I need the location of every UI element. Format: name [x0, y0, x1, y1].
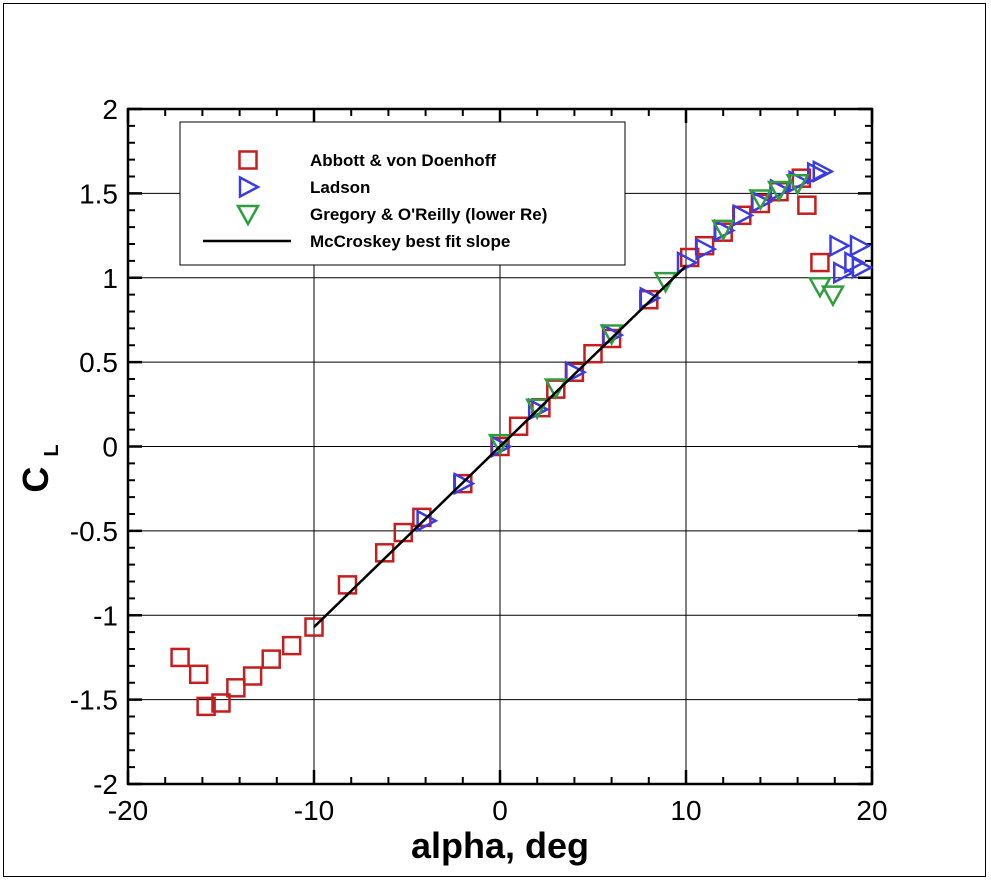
y-tick-label: -1.5 [70, 685, 118, 716]
data-point [196, 696, 216, 717]
data-point [812, 159, 835, 184]
data-point [797, 195, 817, 215]
data-point [416, 509, 439, 533]
legend-label: Ladson [310, 178, 370, 197]
data-point [211, 693, 231, 713]
axis-ticks: -20 -10 0 10 20 -2 -1.5 -1 -0.5 0 0.5 1 1.5 2 [70, 94, 888, 826]
y-axis-label-main: C [15, 467, 56, 493]
legend-swatch [235, 204, 261, 227]
data-point [810, 252, 830, 273]
y-tick-label: 1.5 [79, 178, 118, 209]
x-tick-label: 0 [492, 795, 508, 826]
x-tick-label: -10 [294, 795, 334, 826]
data-point [261, 649, 281, 669]
data-point [188, 664, 209, 685]
data-point [337, 575, 358, 595]
data-point [170, 647, 190, 668]
data-point [766, 180, 792, 203]
data-point [732, 203, 755, 227]
data-point [565, 360, 588, 384]
data-point [453, 472, 476, 496]
data-point [374, 543, 395, 563]
series-4 [313, 265, 687, 628]
fit-line [313, 265, 687, 628]
data-point [304, 617, 324, 637]
y-tick-label: 0.5 [79, 347, 118, 378]
data-point [543, 378, 568, 401]
data-point [711, 219, 736, 242]
data-point [525, 398, 550, 421]
legend: Abbott & von Doenhoff Ladson Gregory & O'R… [179, 121, 626, 266]
y-tick-label: -0.5 [70, 516, 118, 547]
legend-swatch [238, 175, 261, 199]
data-point [508, 416, 529, 436]
x-tick-label: 20 [856, 795, 887, 826]
legend-label: Abbott & von Doenhoff [310, 151, 496, 170]
x-tick-label: 10 [670, 795, 701, 826]
legend-item: Abbott & von Doenhoff [238, 150, 496, 170]
data-point [653, 271, 678, 294]
y-tick-label: 0 [102, 432, 118, 463]
y-axis-label-subscript: L [41, 444, 63, 456]
legend-item: McCroskey best fit slope [203, 232, 510, 251]
data-point [849, 234, 872, 258]
data-point [676, 250, 699, 275]
legend-label: McCroskey best fit slope [310, 232, 510, 251]
y-axis-label: C L [15, 444, 63, 492]
data-point [829, 234, 852, 258]
data-point [393, 522, 414, 543]
data-series [170, 159, 874, 717]
y-tick-label: -1 [93, 600, 118, 631]
x-tick-label: -20 [108, 795, 148, 826]
legend-item: Ladson [238, 175, 370, 199]
data-point [785, 174, 810, 196]
legend-swatch [238, 150, 258, 170]
x-axis-label: alpha, deg [411, 825, 589, 866]
data-point [820, 285, 846, 308]
legend-item: Gregory & O'Reilly (lower Re) [235, 204, 547, 227]
y-tick-label: -2 [93, 769, 118, 800]
legend-items: Abbott & von Doenhoff Ladson Gregory & O'R… [203, 150, 547, 251]
data-point [226, 678, 246, 698]
y-tick-label: 2 [102, 94, 118, 125]
data-point [583, 343, 603, 364]
data-point [242, 666, 263, 686]
data-point [487, 433, 513, 456]
data-point [281, 635, 302, 656]
data-point [695, 237, 718, 261]
data-point [832, 261, 855, 285]
data-point [851, 256, 874, 280]
y-tick-label: 1 [102, 263, 118, 294]
data-point [748, 189, 773, 212]
legend-label: Gregory & O'Reilly (lower Re) [310, 205, 547, 224]
